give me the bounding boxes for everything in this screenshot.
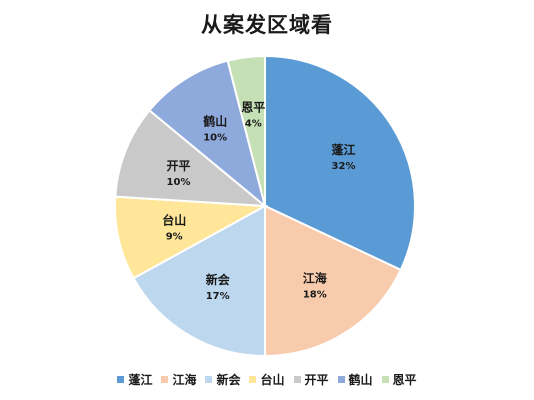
slice-value-label: 9% <box>166 231 183 242</box>
slice-category-label: 开平 <box>166 159 190 173</box>
chart-legend: 蓬江 江海 新会 台山 开平 鹤山 恩平 <box>0 371 534 388</box>
legend-swatch <box>117 376 125 383</box>
pie-slice-4 <box>114 195 269 280</box>
slice-category-label: 台山 <box>162 212 186 227</box>
slice-category-label: 蓬江 <box>331 142 355 157</box>
pie-slice-1 <box>264 54 416 272</box>
slice-value-label: 17% <box>206 291 230 302</box>
legend-item: 蓬江 <box>117 371 152 388</box>
slice-value-label: 18% <box>303 290 327 301</box>
slice-value-label: 4% <box>245 119 262 130</box>
slice-category-label: 鹤山 <box>203 114 227 129</box>
legend-item: 鹤山 <box>337 371 373 388</box>
legend-label: 台山 <box>260 373 285 387</box>
legend-item: 江海 <box>161 371 196 388</box>
legend-swatch <box>249 376 257 383</box>
legend-swatch <box>381 376 389 383</box>
legend-swatch <box>161 376 169 383</box>
pie-slice-5 <box>114 108 269 208</box>
slice-category-label: 新会 <box>206 272 231 287</box>
slice-value-label: 10% <box>167 177 191 188</box>
pie-slice-3 <box>132 204 266 358</box>
legend-label: 蓬江 <box>128 373 153 387</box>
slice-category-label: 江海 <box>303 271 327 286</box>
chart-title: 从案发区域看 <box>201 13 333 37</box>
legend-swatch <box>337 376 345 383</box>
legend-swatch <box>293 376 301 383</box>
legend-item: 新会 <box>205 371 240 388</box>
pie-slice-2 <box>264 204 403 358</box>
legend-label: 新会 <box>216 373 241 387</box>
legend-label: 开平 <box>304 373 329 387</box>
legend-item: 恩平 <box>381 371 417 388</box>
pie-slice-7 <box>226 54 266 207</box>
legend-label: 鹤山 <box>348 373 373 387</box>
legend-item: 开平 <box>293 371 329 388</box>
legend-label: 恩平 <box>392 373 417 387</box>
slice-value-label: 32% <box>332 161 356 172</box>
legend-label: 江海 <box>172 373 197 387</box>
slice-value-label: 10% <box>203 133 227 144</box>
legend-swatch <box>205 376 213 383</box>
legend-item: 台山 <box>249 371 285 388</box>
slice-category-label: 恩平 <box>241 100 265 115</box>
